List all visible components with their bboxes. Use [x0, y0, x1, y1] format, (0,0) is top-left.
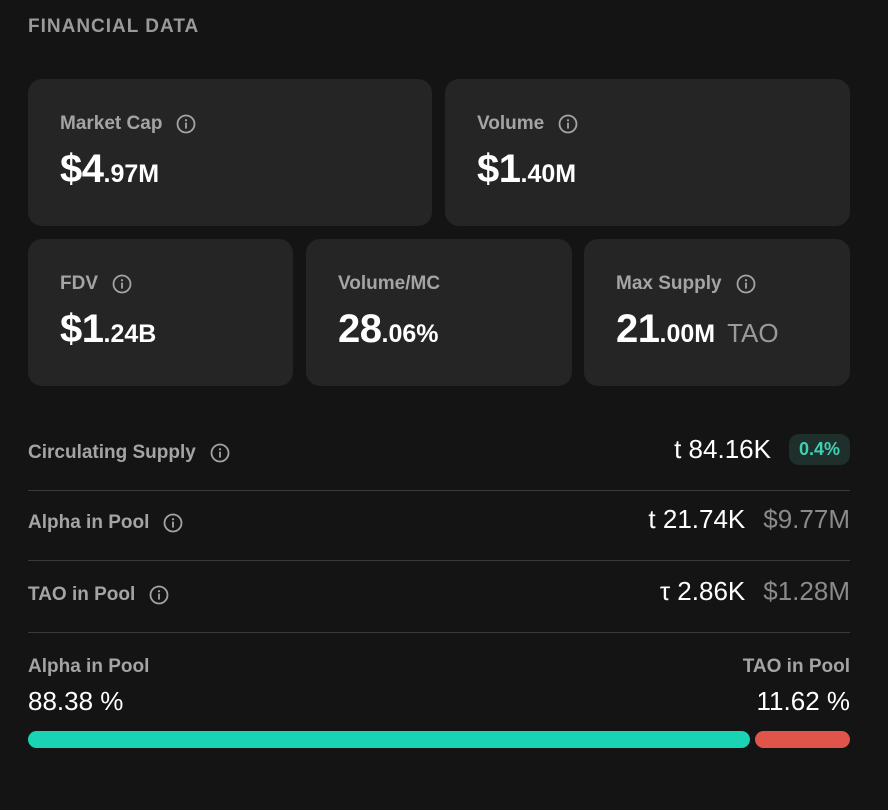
volume-card: Volume $1.40M [445, 79, 850, 226]
fdv-value: $1.24B [60, 307, 157, 351]
volume-mc-card: Volume/MC 28.06% [306, 239, 572, 386]
info-icon[interactable] [163, 513, 183, 533]
circulating-supply-row: Circulating Supply t 84.16K 0.4% [28, 420, 850, 491]
tao-in-pool-row: TAO in Pool τ 2.86K $1.28M [28, 562, 850, 633]
alpha-in-pool-label: Alpha in Pool [28, 512, 150, 533]
max-supply-value: 21.00M TAO [616, 307, 779, 351]
alpha-in-pool-amount: t 21.74K [648, 504, 746, 534]
market-cap-card: Market Cap $4.97M [28, 79, 432, 226]
tao-in-pool-usd: $1.28M [763, 576, 850, 606]
max-supply-unit: TAO [727, 318, 779, 348]
info-icon[interactable] [558, 114, 578, 134]
info-icon[interactable] [736, 274, 756, 294]
pool-ratio-alpha-pct: 88.38 % [28, 686, 124, 716]
fdv-card: FDV $1.24B [28, 239, 293, 386]
tao-pool-bar [755, 731, 850, 748]
fdv-label: FDV [60, 273, 98, 294]
market-cap-label: Market Cap [60, 113, 163, 134]
volume-label: Volume [477, 113, 545, 134]
info-icon[interactable] [112, 274, 132, 294]
circulating-supply-amount: t 84.16K [674, 434, 771, 464]
volume-value: $1.40M [477, 147, 577, 191]
info-icon[interactable] [149, 585, 169, 605]
alpha-pool-bar [28, 731, 750, 748]
max-supply-card: Max Supply 21.00M TAO [584, 239, 850, 386]
circulating-supply-label: Circulating Supply [28, 442, 196, 463]
section-title: FINANCIAL DATA [28, 16, 200, 37]
tao-in-pool-label: TAO in Pool [28, 584, 136, 605]
market-cap-value: $4.97M [60, 147, 160, 191]
alpha-in-pool-row: Alpha in Pool t 21.74K $9.77M [28, 490, 850, 561]
pool-ratio-alpha-label: Alpha in Pool [28, 656, 150, 677]
tao-in-pool-amount: τ 2.86K [659, 576, 746, 606]
circulating-supply-badge: 0.4% [788, 434, 850, 465]
alpha-in-pool-usd: $9.77M [763, 504, 850, 534]
pool-ratio-tao-label: TAO in Pool [742, 656, 850, 677]
info-icon[interactable] [176, 114, 196, 134]
pool-ratio-tao-pct: 11.62 % [756, 686, 850, 716]
info-icon[interactable] [210, 443, 230, 463]
volume-mc-label: Volume/MC [338, 273, 441, 294]
max-supply-label: Max Supply [616, 273, 722, 294]
volume-mc-value: 28.06% [338, 307, 439, 351]
